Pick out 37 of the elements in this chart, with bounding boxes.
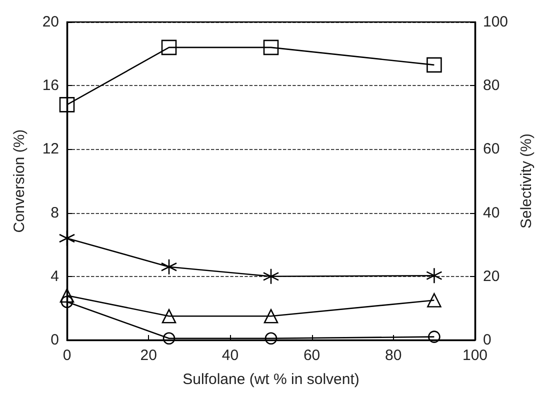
point bbox=[264, 309, 278, 324]
point bbox=[263, 40, 279, 56]
y2-tick-label: 40 bbox=[483, 204, 500, 222]
point bbox=[60, 288, 74, 303]
x-tick-label: 100 bbox=[462, 347, 488, 364]
point bbox=[59, 97, 75, 112]
y-axis-title: Conversion (%) bbox=[11, 129, 28, 233]
y-tick-label: 0 bbox=[50, 332, 59, 348]
point bbox=[162, 332, 176, 345]
point bbox=[162, 309, 176, 324]
point bbox=[427, 293, 442, 308]
point bbox=[428, 330, 440, 343]
y-tick-label: 4 bbox=[50, 268, 59, 285]
y-tick-label: 20 bbox=[42, 14, 59, 30]
point bbox=[264, 332, 278, 345]
x-tick-label: 20 bbox=[140, 347, 157, 364]
y2-tick-label: 20 bbox=[483, 268, 500, 285]
point bbox=[60, 296, 74, 308]
y2-tick-label: 0 bbox=[483, 332, 492, 348]
point bbox=[161, 40, 177, 56]
x-tick-label: 60 bbox=[303, 347, 320, 364]
y-tick-label: 8 bbox=[50, 204, 59, 222]
x-tick-label: 40 bbox=[222, 347, 239, 364]
y-tick-label: 12 bbox=[42, 140, 59, 158]
y2-axis-title: Selectivity (%) bbox=[518, 133, 535, 229]
x-axis-title: Sulfolane (wt % in solvent) bbox=[182, 371, 360, 388]
point bbox=[262, 268, 280, 285]
y2-tick-label: 80 bbox=[483, 77, 500, 94]
point bbox=[58, 230, 76, 246]
point bbox=[426, 267, 442, 284]
x-tick-label: 0 bbox=[62, 347, 72, 364]
point bbox=[426, 57, 442, 73]
point bbox=[160, 258, 178, 276]
y2-tick-label: 100 bbox=[483, 14, 508, 30]
y2-tick-label: 60 bbox=[483, 140, 500, 158]
x-tick-label: 80 bbox=[385, 347, 402, 364]
y-tick-label: 16 bbox=[42, 77, 59, 94]
